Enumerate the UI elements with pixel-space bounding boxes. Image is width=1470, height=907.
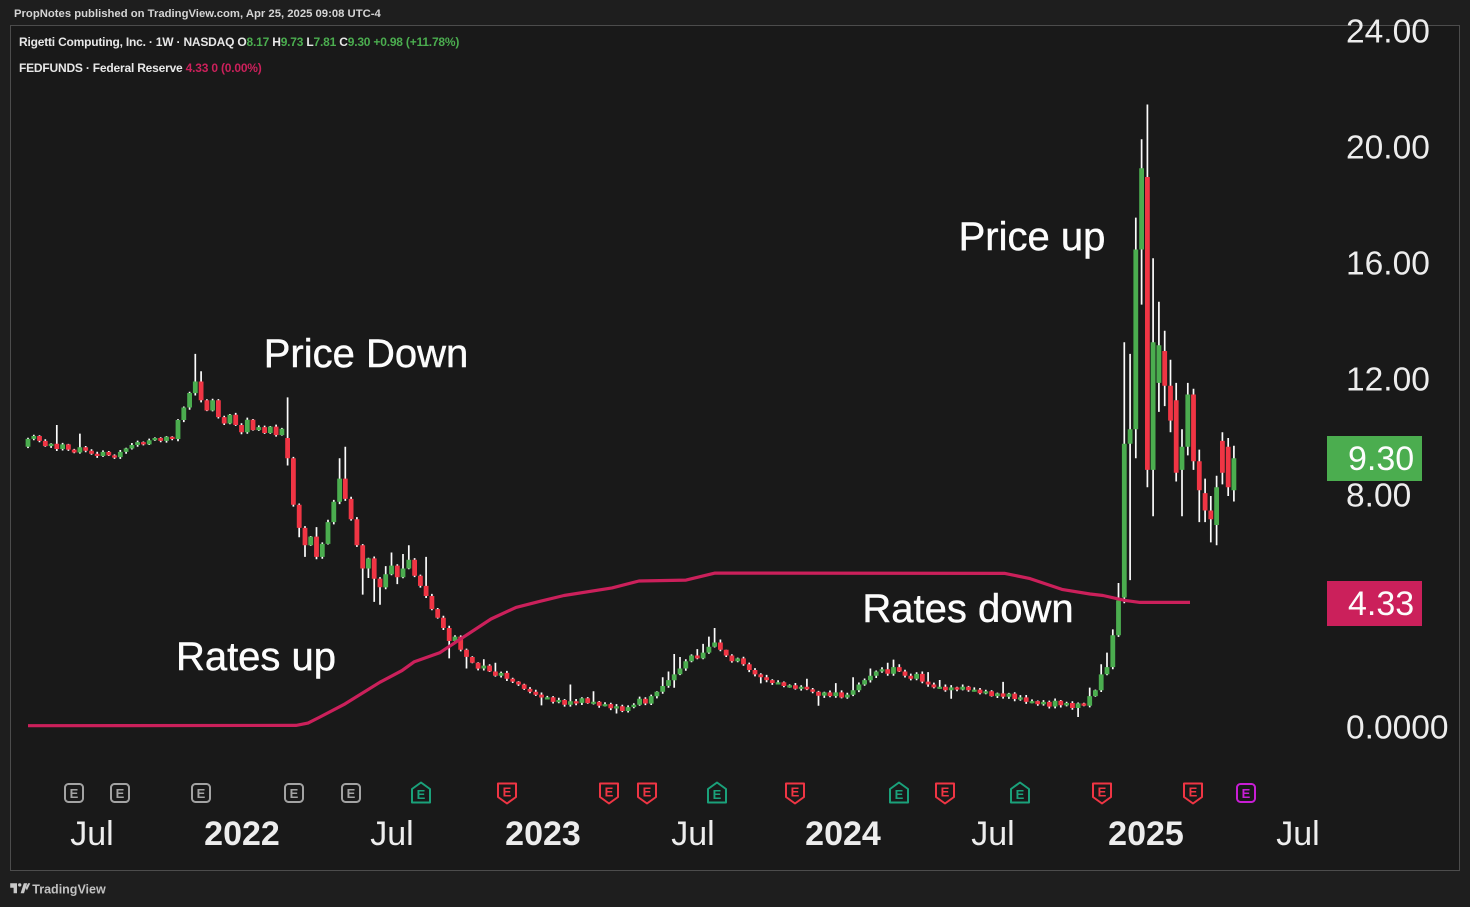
svg-text:2025: 2025 — [1108, 815, 1184, 853]
svg-text:E: E — [713, 787, 722, 802]
svg-text:TradingView: TradingView — [32, 883, 106, 897]
svg-text:E: E — [605, 785, 614, 800]
svg-text:16.00: 16.00 — [1346, 246, 1430, 283]
svg-text:E: E — [643, 785, 652, 800]
svg-text:9.30: 9.30 — [1348, 440, 1414, 478]
svg-text:Rates down: Rates down — [862, 587, 1073, 631]
svg-text:E: E — [347, 786, 356, 801]
svg-text:2022: 2022 — [204, 815, 280, 853]
svg-text:Jul: Jul — [971, 815, 1014, 853]
svg-text:E: E — [503, 785, 512, 800]
svg-text:Price Down: Price Down — [264, 332, 469, 376]
svg-text:E: E — [895, 787, 904, 802]
svg-text:Jul: Jul — [370, 815, 413, 853]
svg-text:E: E — [1098, 785, 1107, 800]
svg-text:E: E — [70, 786, 79, 801]
svg-text:2024: 2024 — [805, 815, 881, 853]
svg-text:E: E — [290, 786, 299, 801]
svg-text:Rates up: Rates up — [176, 635, 336, 679]
svg-text:FEDFUNDS · Federal Reserve 4.: FEDFUNDS · Federal Reserve 4.33 0 (0.00%… — [19, 61, 262, 75]
svg-text:E: E — [1189, 785, 1198, 800]
svg-text:E: E — [791, 785, 800, 800]
svg-text:Jul: Jul — [70, 815, 113, 853]
svg-text:E: E — [1016, 787, 1025, 802]
svg-text:2023: 2023 — [505, 815, 581, 853]
svg-text:E: E — [417, 787, 426, 802]
svg-text:Rigetti Computing, Inc. · 1W ·: Rigetti Computing, Inc. · 1W · NASDAQ O8… — [19, 35, 459, 49]
svg-text:8.00: 8.00 — [1346, 478, 1411, 515]
svg-text:Jul: Jul — [671, 815, 714, 853]
svg-text:4.33: 4.33 — [1348, 585, 1414, 623]
svg-text:E: E — [197, 786, 206, 801]
svg-text:E: E — [1242, 786, 1251, 801]
svg-text:PropNotes published on Trading: PropNotes published on TradingView.com, … — [14, 8, 382, 20]
svg-text:E: E — [116, 786, 125, 801]
svg-text:12.00: 12.00 — [1346, 362, 1430, 399]
svg-text:Jul: Jul — [1276, 815, 1319, 853]
svg-text:24.00: 24.00 — [1346, 14, 1430, 51]
svg-text:E: E — [941, 785, 950, 800]
svg-text:20.00: 20.00 — [1346, 130, 1430, 167]
svg-text:0.0000: 0.0000 — [1346, 710, 1448, 747]
svg-text:Price up: Price up — [959, 215, 1106, 259]
